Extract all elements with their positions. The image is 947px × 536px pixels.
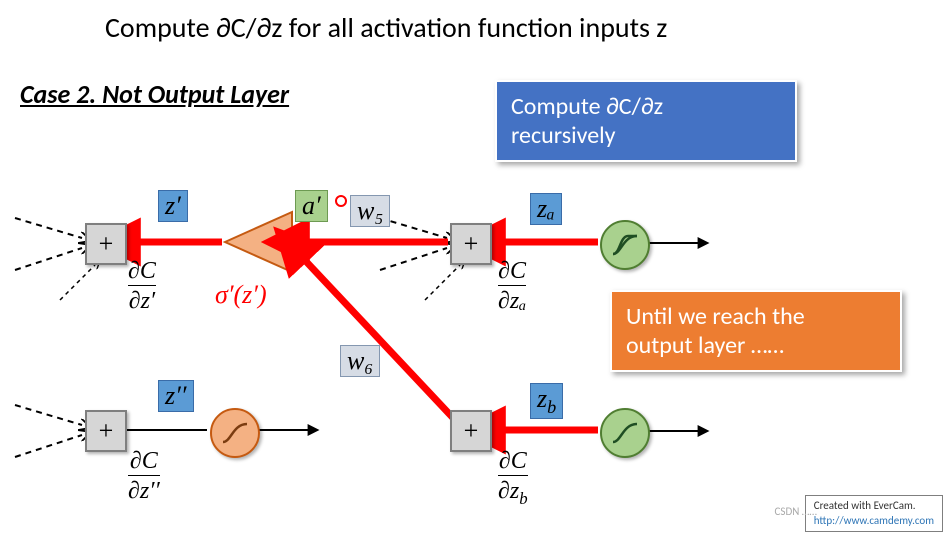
diagram-stage: Compute ∂C/∂z for all activation functio…	[0, 0, 947, 536]
sigmoid-icon	[610, 418, 640, 448]
label-w6: w₆	[340, 345, 380, 377]
laser-pointer-icon	[335, 195, 347, 207]
fraction-num: ∂C	[128, 448, 160, 475]
label-za: zₐ	[530, 193, 562, 225]
label-sigma-prime: σ′(z′)	[215, 280, 267, 310]
fraction-num: ∂C	[128, 258, 156, 285]
fraction-dc-dzdprime: ∂C ∂z′′	[128, 448, 160, 505]
callout-line: recursively	[511, 121, 781, 150]
sum-node-3: +	[85, 410, 127, 452]
fraction-den: ∂z′′	[128, 475, 160, 505]
fraction-num: ∂C	[498, 448, 528, 475]
callout-line: Compute ∂C/∂z	[511, 92, 781, 121]
label-w5: w₅	[350, 195, 390, 227]
footer-line: Created with EverCam.	[814, 499, 934, 513]
footer-link: http://www.camdemy.com	[814, 514, 934, 528]
activation-node-a	[600, 220, 650, 270]
sum-node-4: +	[450, 410, 492, 452]
sum-node-1: +	[85, 223, 127, 265]
fraction-dc-dzprime: ∂C ∂z′	[128, 258, 156, 315]
footer-credit: Created with EverCam. http://www.camdemy…	[805, 495, 943, 532]
fraction-num: ∂C	[498, 258, 526, 285]
page-title: Compute ∂C/∂z for all activation functio…	[105, 10, 667, 45]
callout-until-output: Until we reach the output layer ……	[610, 290, 902, 372]
sigmoid-icon	[610, 230, 640, 260]
callout-compute-recursively: Compute ∂C/∂z recursively	[495, 80, 797, 162]
callout-line: output layer ……	[626, 331, 886, 360]
fraction-den: ∂z′	[128, 285, 156, 315]
label-z-dprime: z′′	[158, 380, 194, 412]
watermark-text: CSDN ……	[775, 505, 817, 518]
activation-node-orange	[210, 408, 260, 458]
case-heading: Case 2. Not Output Layer	[20, 78, 289, 110]
activation-node-b	[600, 408, 650, 458]
sigmoid-icon	[220, 418, 250, 448]
callout-line: Until we reach the	[626, 302, 886, 331]
fraction-dc-dza: ∂C ∂zₐ	[498, 258, 526, 315]
sum-node-2: +	[450, 223, 492, 265]
fraction-den: ∂zb	[498, 475, 528, 509]
fraction-den: ∂zₐ	[498, 285, 526, 315]
label-z-prime: z′	[158, 190, 188, 222]
label-zb: zb	[530, 383, 563, 419]
label-a-prime: a′	[295, 190, 328, 222]
fraction-dc-dzb: ∂C ∂zb	[498, 448, 528, 509]
